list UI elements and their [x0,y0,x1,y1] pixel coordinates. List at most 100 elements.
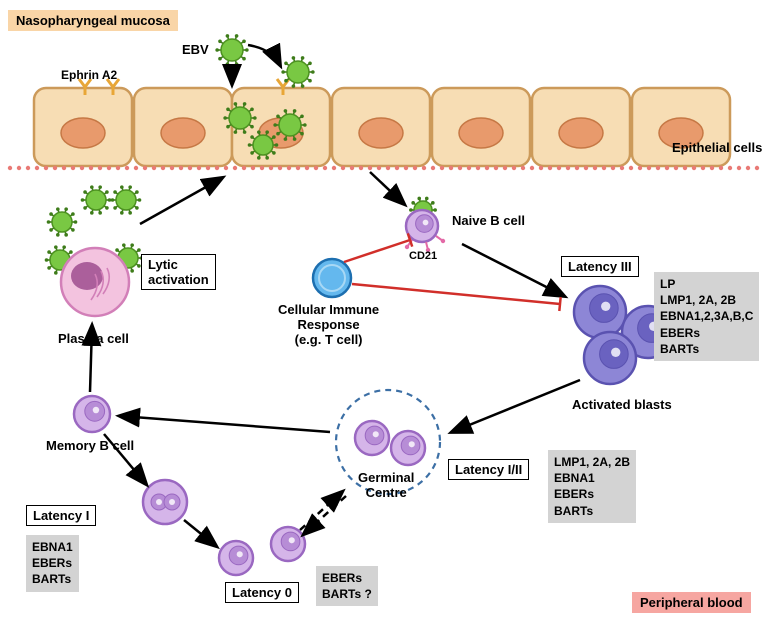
latency12-box: Latency I/II [448,459,529,480]
genes-lat1: EBNA1 EBERs BARTs [26,535,79,592]
lytic-box: Lytic activation [141,254,216,290]
cd21-label: CD21 [409,250,437,262]
barrier-dot [188,166,192,170]
barrier-dot [458,166,462,170]
barrier-dot [737,166,741,170]
epithelial-nucleus [559,118,603,148]
latency0-cell [271,527,305,561]
barrier-dot [629,166,633,170]
barrier-dot [17,166,21,170]
activated-blast [584,332,636,384]
barrier-dot [440,166,444,170]
barrier-dot [233,166,237,170]
arrow [184,520,216,546]
barrier-dot [638,166,642,170]
barrier-dot [179,166,183,170]
latency0-cell [219,541,253,575]
barrier-dot [368,166,372,170]
barrier-dot [548,166,552,170]
region-nasopharyngeal-label: Nasopharyngeal mucosa [16,13,170,28]
barrier-dot [521,166,525,170]
inhibit-line [344,240,410,262]
latency1-box: Latency I [26,505,96,526]
barrier-dot [143,166,147,170]
barrier-dot [305,166,309,170]
barrier-dot [665,166,669,170]
barrier-dot [395,166,399,170]
genes-lat0: EBERs BARTs ? [316,566,378,606]
barrier-dot [683,166,687,170]
arrow [452,380,580,432]
arrow [304,496,346,534]
arrow [120,416,330,432]
latency3-box: Latency III [561,256,639,277]
barrier-dot [350,166,354,170]
barrier-dot [278,166,282,170]
barrier-dot [647,166,651,170]
naiveb-label: Naive B cell [452,213,525,228]
region-peripheral: Peripheral blood [632,592,751,613]
barrier-dot [98,166,102,170]
arrow [370,172,404,204]
barrier-dot [476,166,480,170]
barrier-dot [404,166,408,170]
barrier-dot [701,166,705,170]
barrier-dot [422,166,426,170]
barrier-dot [152,166,156,170]
barrier-dot [728,166,732,170]
barrier-dot [215,166,219,170]
barrier-dot [71,166,75,170]
activated-blast [574,286,626,338]
germinal-l1: Germinal [358,470,414,485]
region-nasopharyngeal: Nasopharyngeal mucosa [8,10,178,31]
immune-label: Cellular Immune Response (e.g. T cell) [278,302,379,347]
barrier-dot [530,166,534,170]
barrier-dot [161,166,165,170]
barrier-dot [224,166,228,170]
barrier-dot [260,166,264,170]
barrier-dot [386,166,390,170]
barrier-dot [89,166,93,170]
arrow [462,244,564,296]
barrier-dot [170,166,174,170]
ebv-virus-icon [47,207,78,236]
barrier-dot [539,166,543,170]
barrier-dot [359,166,363,170]
ephrin-label: Ephrin A2 [61,68,117,82]
barrier-dot [575,166,579,170]
naive-b-cell [406,210,438,242]
barrier-dot [44,166,48,170]
immune-l2: Response [278,317,379,332]
barrier-dot [314,166,318,170]
barrier-dot [494,166,498,170]
plasma-cell [61,248,129,316]
barrier-dot [512,166,516,170]
ebv-virus-icon [215,34,248,66]
barrier-dot [26,166,30,170]
barrier-dot [467,166,471,170]
barrier-dot [341,166,345,170]
barrier-dot [296,166,300,170]
germinal-b-cell [355,421,389,455]
genes-lat3: LP LMP1, 2A, 2B EBNA1,2,3A,B,C EBERs BAR… [654,272,759,361]
epithelial-label: Epithelial cells [672,140,762,155]
barrier-dot [692,166,696,170]
barrier-dot [116,166,120,170]
epithelial-nucleus [161,118,205,148]
barrier-dot [449,166,453,170]
arrow [140,178,222,224]
immune-l3: (e.g. T cell) [278,332,379,347]
barrier-dot [746,166,750,170]
germinal-l2: Centre [358,485,414,500]
barrier-dot [269,166,273,170]
barrier-dot [674,166,678,170]
barrier-dot [755,166,759,170]
germinal-label: Germinal Centre [358,470,414,500]
barrier-dot [53,166,57,170]
barrier-dot [557,166,561,170]
barrier-dot [323,166,327,170]
barrier-dot [719,166,723,170]
barrier-dot [125,166,129,170]
barrier-dot [8,166,12,170]
barrier-dot [242,166,246,170]
